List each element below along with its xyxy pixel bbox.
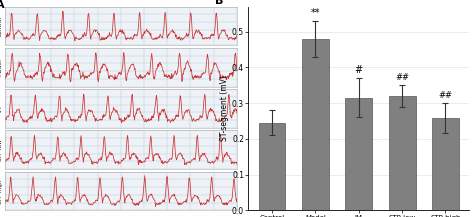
Text: STP-low: STP-low bbox=[0, 138, 2, 161]
Text: Model: Model bbox=[0, 58, 2, 76]
Text: ##: ## bbox=[395, 73, 409, 82]
Bar bbox=[389, 96, 416, 210]
Bar bbox=[259, 123, 285, 210]
Bar bbox=[345, 98, 372, 210]
Text: **: ** bbox=[310, 8, 320, 18]
Bar bbox=[432, 118, 459, 210]
Bar bbox=[302, 39, 329, 210]
Text: ##: ## bbox=[438, 91, 452, 100]
Text: B: B bbox=[215, 0, 223, 6]
Text: IM: IM bbox=[0, 105, 2, 112]
Text: Control: Control bbox=[0, 15, 2, 36]
Y-axis label: ST-segment (mV): ST-segment (mV) bbox=[220, 76, 229, 141]
Text: A: A bbox=[0, 0, 4, 10]
Text: #: # bbox=[355, 65, 363, 75]
Text: STP-high: STP-high bbox=[0, 178, 2, 204]
